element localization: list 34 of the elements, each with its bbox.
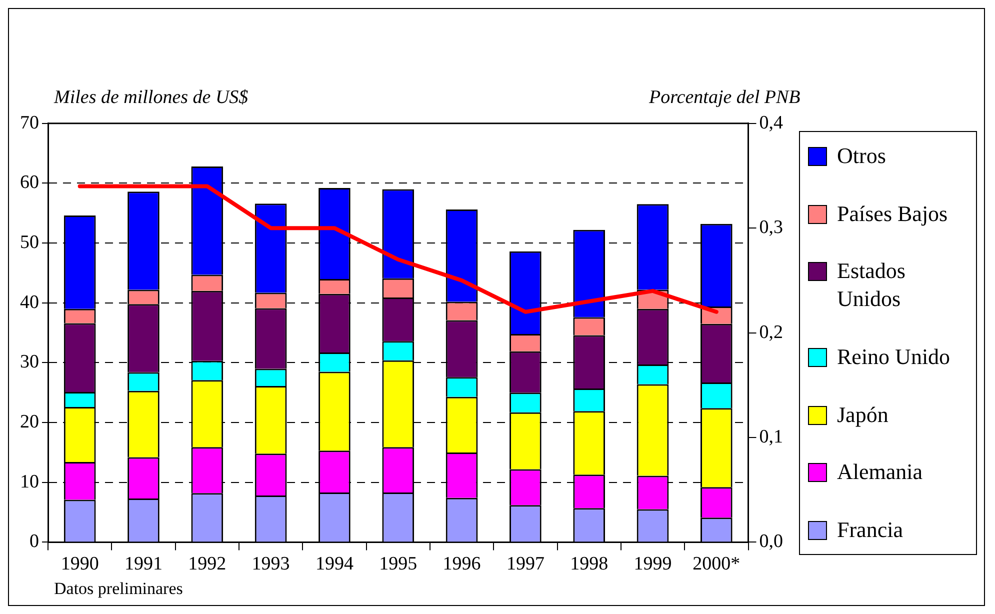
- y2-tick-label: 0,4: [759, 112, 784, 134]
- x-tick-label: 1995: [379, 554, 418, 575]
- y-axis-title: Miles de millones de US$: [54, 87, 248, 109]
- y2-tick-label: 0,2: [759, 322, 783, 343]
- y-tick-label: 70: [20, 112, 39, 134]
- x-tick-label: 1992: [188, 554, 226, 575]
- y-tick-label: 30: [20, 352, 39, 373]
- y2-tick-label: 0,0: [759, 531, 783, 552]
- text: Datos preliminares: [54, 579, 183, 599]
- x-tick-label: 1994: [315, 554, 354, 575]
- x-tick-label: 1993: [252, 554, 290, 575]
- legend-label: Otros: [837, 142, 887, 170]
- legend-label: Países Bajos: [837, 200, 949, 228]
- y-tick-label: 20: [20, 412, 39, 433]
- y-tick-label: 50: [20, 232, 39, 254]
- y2-tick-label: 0,1: [759, 426, 783, 448]
- y2-axis-title: Porcentaje del PNB: [649, 87, 800, 109]
- legend-label: Alemania: [837, 458, 924, 486]
- x-tick-label: 2000*: [692, 554, 740, 575]
- y2-tick-label: 0,3: [759, 217, 783, 238]
- y-tick-label: 60: [20, 172, 39, 194]
- x-tick-label: 1998: [570, 554, 608, 575]
- x-tick-label: 1997: [506, 554, 544, 575]
- legend-label: Francia: [837, 516, 904, 544]
- legend-label: Japón: [837, 400, 890, 429]
- x-tick-label: 1999: [634, 554, 672, 575]
- y-tick-label: 0: [30, 531, 39, 552]
- legend-label: Estados Unidos: [837, 257, 906, 314]
- legend-label: Reino Unido: [837, 342, 952, 371]
- y-tick-label: 10: [20, 471, 39, 492]
- y-tick-label: 40: [20, 292, 39, 313]
- x-tick-label: 1996: [442, 554, 481, 575]
- x-tick-label: 1991: [124, 554, 162, 575]
- x-tick-label: 1990: [60, 554, 99, 575]
